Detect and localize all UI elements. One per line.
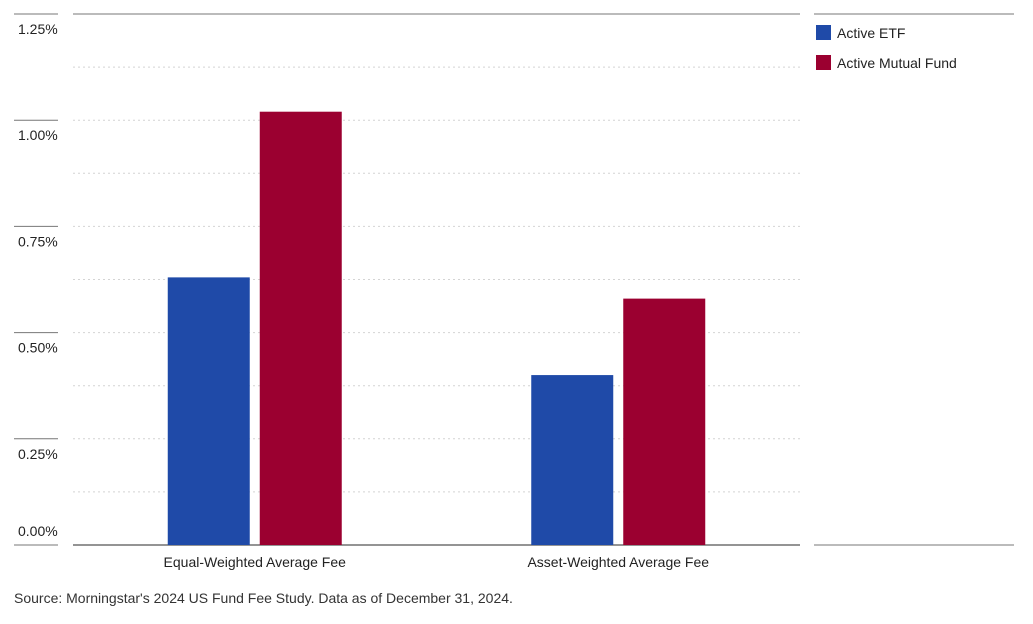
y-tick-label: 0.25% bbox=[18, 446, 58, 462]
y-tick-label: 0.75% bbox=[18, 233, 58, 249]
y-tick-label: 1.25% bbox=[18, 21, 58, 37]
bar bbox=[531, 375, 614, 545]
y-tick-label: 0.50% bbox=[18, 340, 58, 356]
y-tick-label: 1.00% bbox=[18, 127, 58, 143]
legend-swatch bbox=[816, 55, 831, 70]
legend-swatch bbox=[816, 25, 831, 40]
legend-label: Active Mutual Fund bbox=[837, 55, 957, 71]
y-tick-label: 0.00% bbox=[18, 523, 58, 539]
x-category-label: Equal-Weighted Average Fee bbox=[164, 554, 347, 570]
x-category-label: Asset-Weighted Average Fee bbox=[527, 554, 709, 570]
bar bbox=[167, 277, 250, 545]
legend-label: Active ETF bbox=[837, 25, 905, 41]
legend: Active ETF Active Mutual Fund bbox=[814, 13, 1014, 546]
bar-chart: 0.00% 0.25% 0.50% 0.75% 1.00% 1.25% Equal-Wei… bbox=[14, 13, 1014, 570]
bars bbox=[167, 111, 706, 545]
bar bbox=[259, 111, 342, 545]
source-note: Source: Morningstar's 2024 US Fund Fee S… bbox=[14, 590, 513, 606]
x-axis-labels: Equal-Weighted Average Fee Asset-Weighted… bbox=[164, 554, 710, 570]
bar bbox=[623, 298, 706, 545]
